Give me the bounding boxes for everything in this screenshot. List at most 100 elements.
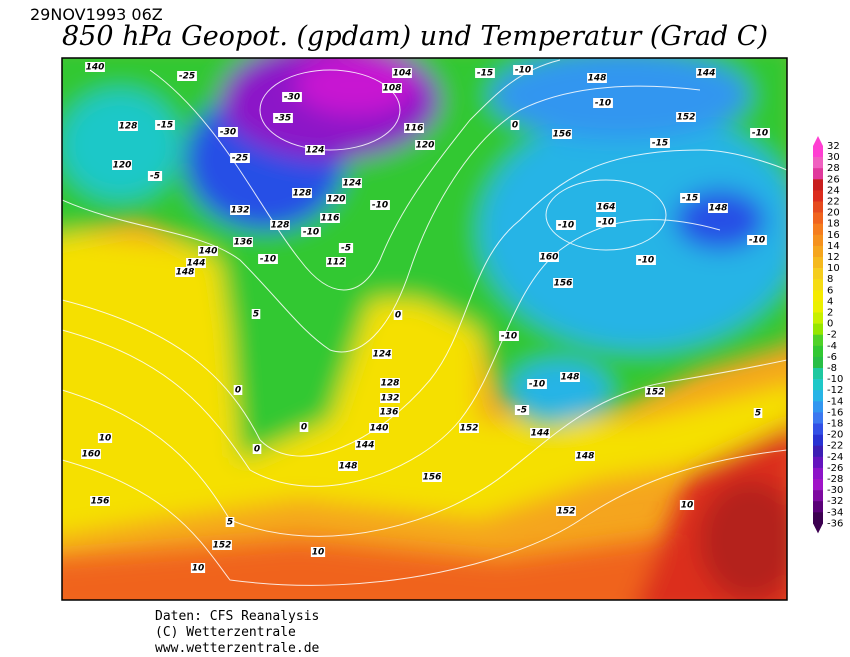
colorbar-box [813,334,823,347]
contour-label: 140 [86,63,105,73]
contour-label-bg [270,220,290,230]
contour-label-bg [708,203,728,213]
contour-label: 120 [416,141,435,151]
contour-label-bg [81,449,101,459]
contour-label-bg [650,138,670,148]
contour-label-bg [593,98,613,108]
contour-label-bg [753,408,763,418]
colorbar-label: -34 [827,507,843,518]
contour-label-bg [273,113,293,123]
contour-label: 108 [383,84,402,94]
contour-label: -5 [341,244,351,254]
colorbar-box [813,168,823,180]
colorbar-label: 6 [827,285,833,296]
contour-label-bg [186,258,206,268]
contour-label-bg [527,379,547,389]
contour-label-bg [539,252,559,262]
colorbar-box [813,323,823,335]
colorbar-label: -26 [827,463,843,474]
colorbar-box [813,390,823,402]
contour-label: 5 [755,409,761,419]
contour-label: -10 [515,66,531,76]
contour-label: 116 [321,214,340,224]
contour-label: 144 [187,259,206,269]
colorbar-label: 8 [827,274,833,285]
contour-label-bg [679,500,695,510]
contour-label-bg [305,145,325,155]
colorbar-tip [813,136,823,146]
colorbar-label: 12 [827,252,840,263]
colorbar: 32302826242220181614121086420-2-4-6-8-10… [813,136,843,534]
contour-label-bg [596,202,616,212]
contour-label-bg [510,120,520,130]
colorbar-box [813,368,823,380]
colorbar-label: 20 [827,208,840,219]
colorbar-label: -18 [827,419,843,430]
colorbar-label: -30 [827,485,843,496]
contour-label-bg [251,309,261,319]
contour-label-bg [596,217,616,227]
contour-label-bg [299,422,309,432]
contour-label-bg [676,112,696,122]
contour-label-bg [552,129,572,139]
contour-label-bg [369,423,389,433]
contour-label-bg [636,255,656,265]
contour-label: -10 [558,221,574,231]
contour-label: 160 [82,450,101,460]
colorbar-label: -16 [827,407,843,418]
colorbar-label: 16 [827,230,840,241]
contour-label-bg [301,227,321,237]
contour-label-bg [560,372,580,382]
contour-label-bg [190,563,206,573]
contour-label-bg [499,331,519,341]
contour-label-bg [513,65,533,75]
contour-label: 136 [380,408,399,418]
contour-label-bg [233,385,243,395]
contour-label: -25 [232,154,248,164]
contour-label: 10 [192,564,205,574]
contour-label: -10 [303,228,319,238]
contour-label-bg [338,243,354,253]
contour-label: -15 [157,121,173,131]
map-title: 850 hPa Geopot. (gpdam) und Temperatur (… [62,21,768,52]
colorbar-label: 10 [827,263,840,274]
contour-label-bg [415,140,435,150]
contour-label: 156 [554,279,573,289]
colorbar-box [813,268,823,280]
colorbar-box [813,412,823,424]
contour-label: 152 [646,388,665,398]
contour-label-bg [750,128,770,138]
contour-label-bg [514,405,530,415]
colorbar-box [813,279,823,291]
contour-label: 128 [381,379,400,389]
contour-label-bg [553,278,573,288]
contour-label: -10 [598,218,614,228]
colorbar-label: 32 [827,141,840,152]
contour-label-bg [338,461,358,471]
colorbar-box [813,456,823,469]
colorbar-label: -12 [827,385,843,396]
contour-label: 128 [293,189,312,199]
contour-label-bg [230,205,250,215]
colorbar-box [813,245,823,258]
contour-label-bg [112,160,132,170]
contour-label-bg [556,220,576,230]
colorbar-box [813,212,823,224]
contour-label: 164 [597,203,616,213]
colorbar-box [813,345,823,358]
colorbar-label: 22 [827,197,840,208]
colorbar-label: -22 [827,441,843,452]
colorbar-box [813,467,823,480]
isohypses [62,59,787,586]
contour-label-bg [382,83,402,93]
contour-label: 152 [460,424,479,434]
contour-label: 152 [213,541,232,551]
colorbar-label: 4 [827,296,833,307]
colorbar-label: -28 [827,474,843,485]
contour-label-bg [342,178,362,188]
contour-label-bg [587,73,607,83]
contour-label-bg [475,68,495,78]
contour-label: -10 [595,99,611,109]
colorbar-label: -20 [827,430,843,441]
